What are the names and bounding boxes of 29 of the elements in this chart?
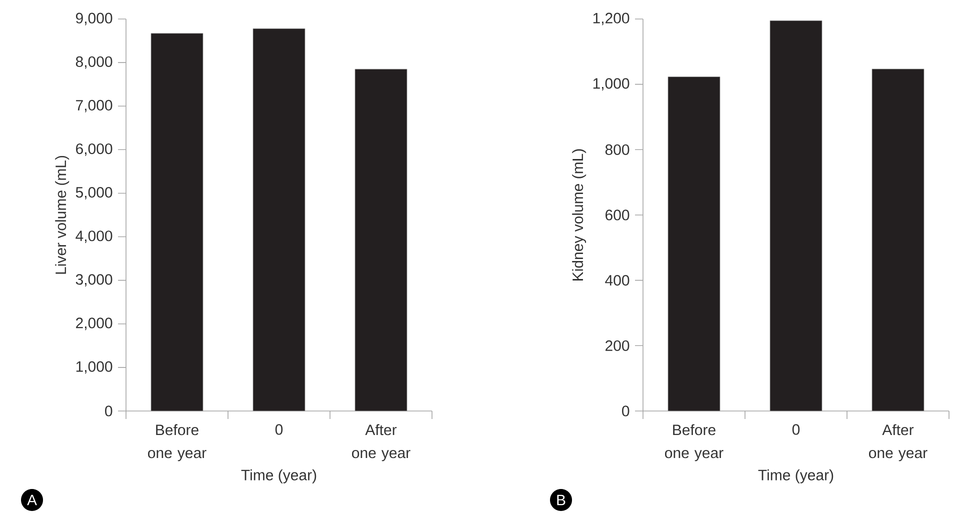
y-tick-label: 400 — [605, 275, 630, 286]
x-tick-label: Before one year — [665, 424, 724, 462]
y-tick-label: 2,000 — [76, 318, 112, 330]
y-tick-label: 4,000 — [76, 230, 112, 243]
text: B — [557, 494, 566, 506]
y-tick-label: 6,000 — [76, 143, 112, 156]
y-axis-title: Liver volume (mL) — [55, 156, 70, 274]
y-tick-label: 1,200 — [593, 12, 630, 26]
y-tick-label: 0 — [622, 406, 630, 416]
y-tick-label: 3,000 — [76, 274, 112, 287]
x-axis-title: Time (year) — [758, 469, 834, 484]
y-tick-label: 8,000 — [76, 56, 112, 69]
y-tick-label: 1,000 — [593, 78, 630, 91]
y-tick-label: 5,000 — [76, 187, 112, 200]
x-tick-label: After one year — [869, 424, 928, 462]
y-axis-title: Kidney volume (mL) — [572, 149, 586, 280]
x-tick-label: After one year — [352, 424, 410, 462]
x-tick-label: 0 — [792, 424, 800, 435]
x-axis-title: Time (year) — [241, 469, 316, 484]
y-tick-label: 7,000 — [76, 100, 112, 112]
text: A — [27, 494, 37, 506]
y-tick-label: 600 — [606, 210, 630, 220]
x-tick-label: 0 — [275, 424, 283, 435]
x-tick-label: Before one year — [148, 424, 206, 462]
y-tick-label: 200 — [606, 340, 630, 351]
y-tick-label: 1,000 — [76, 361, 112, 374]
y-tick-label: 0 — [105, 406, 112, 416]
y-tick-label: 800 — [605, 144, 630, 155]
y-tick-label: 9,000 — [76, 12, 112, 26]
